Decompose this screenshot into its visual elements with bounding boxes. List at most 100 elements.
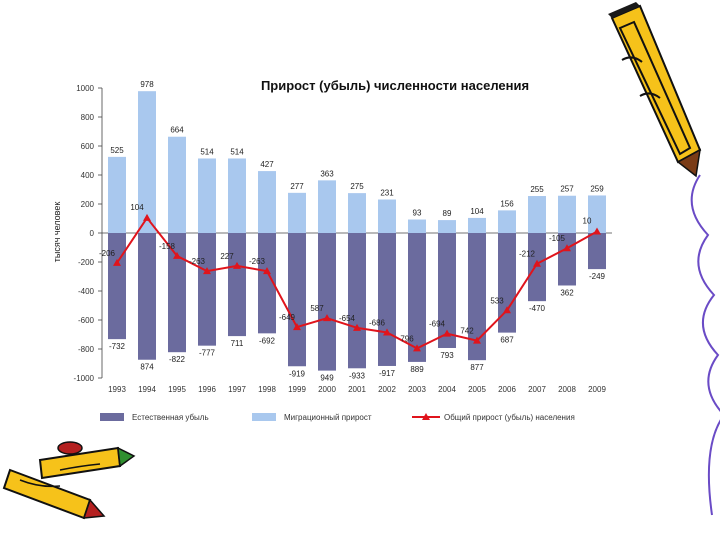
data-label: 275 (350, 182, 364, 191)
data-label: -933 (349, 371, 366, 380)
data-label: 793 (440, 351, 454, 360)
y-tick-label: -200 (78, 258, 95, 267)
y-tick-label: 0 (90, 229, 95, 238)
legend-label: Общий прирост (убыль) населения (444, 413, 575, 422)
y-tick-label: 800 (81, 113, 95, 122)
legend: Естественная убыль Миграционный прирост Об… (100, 413, 575, 422)
axis-layer: -1000 -800 -600 -400 -200 0 200 400 600 800 1000 19… (74, 84, 612, 394)
bar (558, 195, 576, 233)
chart-title: Прирост (убыль) численности населения (261, 78, 529, 93)
line-point (233, 261, 241, 269)
legend-swatch (252, 413, 276, 421)
bar (588, 233, 606, 270)
x-tick-label: 1997 (228, 385, 246, 394)
bar (288, 233, 306, 367)
line-point (353, 323, 361, 331)
line-data-label: -263 (249, 257, 266, 266)
data-label: 259 (590, 184, 604, 193)
line-point (203, 267, 211, 275)
line-point (173, 251, 181, 259)
data-label: -777 (199, 349, 216, 358)
x-tick-label: 2008 (558, 385, 576, 394)
bar (198, 233, 216, 346)
x-tick-label: 2007 (528, 385, 546, 394)
x-tick-label: 2005 (468, 385, 486, 394)
bar (468, 217, 486, 233)
data-label: 104 (470, 207, 484, 216)
data-label: 949 (320, 374, 334, 383)
y-tick-label: -800 (78, 345, 95, 354)
bar (438, 220, 456, 233)
line-data-label: 104 (130, 203, 144, 212)
data-label: -249 (589, 272, 606, 281)
bar (318, 180, 336, 233)
y-tick-label: 600 (81, 142, 95, 151)
line-data-label: -654 (339, 314, 356, 323)
data-label: -470 (529, 304, 546, 313)
x-tick-label: 2001 (348, 385, 366, 394)
data-label: 711 (231, 339, 244, 348)
line-data-label: -649 (279, 313, 296, 322)
line-data-label: -694 (429, 320, 446, 329)
data-label: 231 (380, 189, 394, 198)
bar (138, 91, 156, 233)
data-label: 363 (320, 169, 334, 178)
y-tick-label: 1000 (76, 84, 94, 93)
bar (378, 199, 396, 233)
labels-layer: -732 874 -822 -777 711 -692 -919 949 -933 -917 889… (99, 80, 606, 382)
data-label: 156 (500, 199, 514, 208)
bar (108, 156, 126, 233)
y-tick-label: -400 (78, 287, 95, 296)
bar (228, 233, 246, 337)
data-label: 687 (500, 336, 514, 345)
bar (288, 192, 306, 233)
line-point (503, 306, 511, 314)
line-point (593, 227, 601, 235)
x-tick-label: 2003 (408, 385, 426, 394)
data-label: 978 (140, 80, 154, 89)
data-label: 877 (470, 363, 484, 372)
data-label: -919 (289, 369, 306, 378)
data-label: 874 (140, 363, 154, 372)
bar (498, 210, 516, 233)
y-tick-label: 200 (81, 200, 95, 209)
data-label: 89 (443, 209, 452, 218)
line-data-label: 796 (400, 334, 414, 343)
x-tick-label: 1995 (168, 385, 186, 394)
legend-swatch (100, 413, 124, 421)
bar (438, 233, 456, 348)
data-label: -917 (379, 369, 396, 378)
line-point (293, 323, 301, 331)
y-tick-label: -1000 (74, 374, 95, 383)
data-label: 427 (260, 160, 274, 169)
bar (348, 233, 366, 369)
line-data-label: 227 (220, 252, 234, 261)
line-point (323, 314, 331, 322)
bar (588, 195, 606, 233)
line-data-label: -158 (159, 242, 176, 251)
data-label: 362 (560, 288, 574, 297)
line-point (263, 267, 271, 275)
line-point (563, 244, 571, 252)
bar (408, 219, 426, 233)
x-tick-label: 1994 (138, 385, 156, 394)
x-tick-label: 2006 (498, 385, 516, 394)
line-data-label: 533 (490, 296, 504, 305)
bar (468, 233, 486, 361)
legend-swatch-marker (422, 413, 430, 420)
bar (168, 136, 186, 233)
line-data-label: -686 (369, 318, 386, 327)
y-tick-label: 400 (81, 171, 95, 180)
data-label: 514 (230, 147, 244, 156)
line-data-label: 742 (460, 327, 474, 336)
x-tick-label: 1999 (288, 385, 306, 394)
bar (108, 233, 126, 340)
data-label: 93 (413, 209, 422, 218)
line-point (413, 344, 421, 352)
bar (318, 233, 336, 371)
data-label: -822 (169, 355, 186, 364)
data-label: 257 (560, 185, 574, 194)
data-label: -692 (259, 336, 276, 345)
data-label: 525 (110, 146, 124, 155)
